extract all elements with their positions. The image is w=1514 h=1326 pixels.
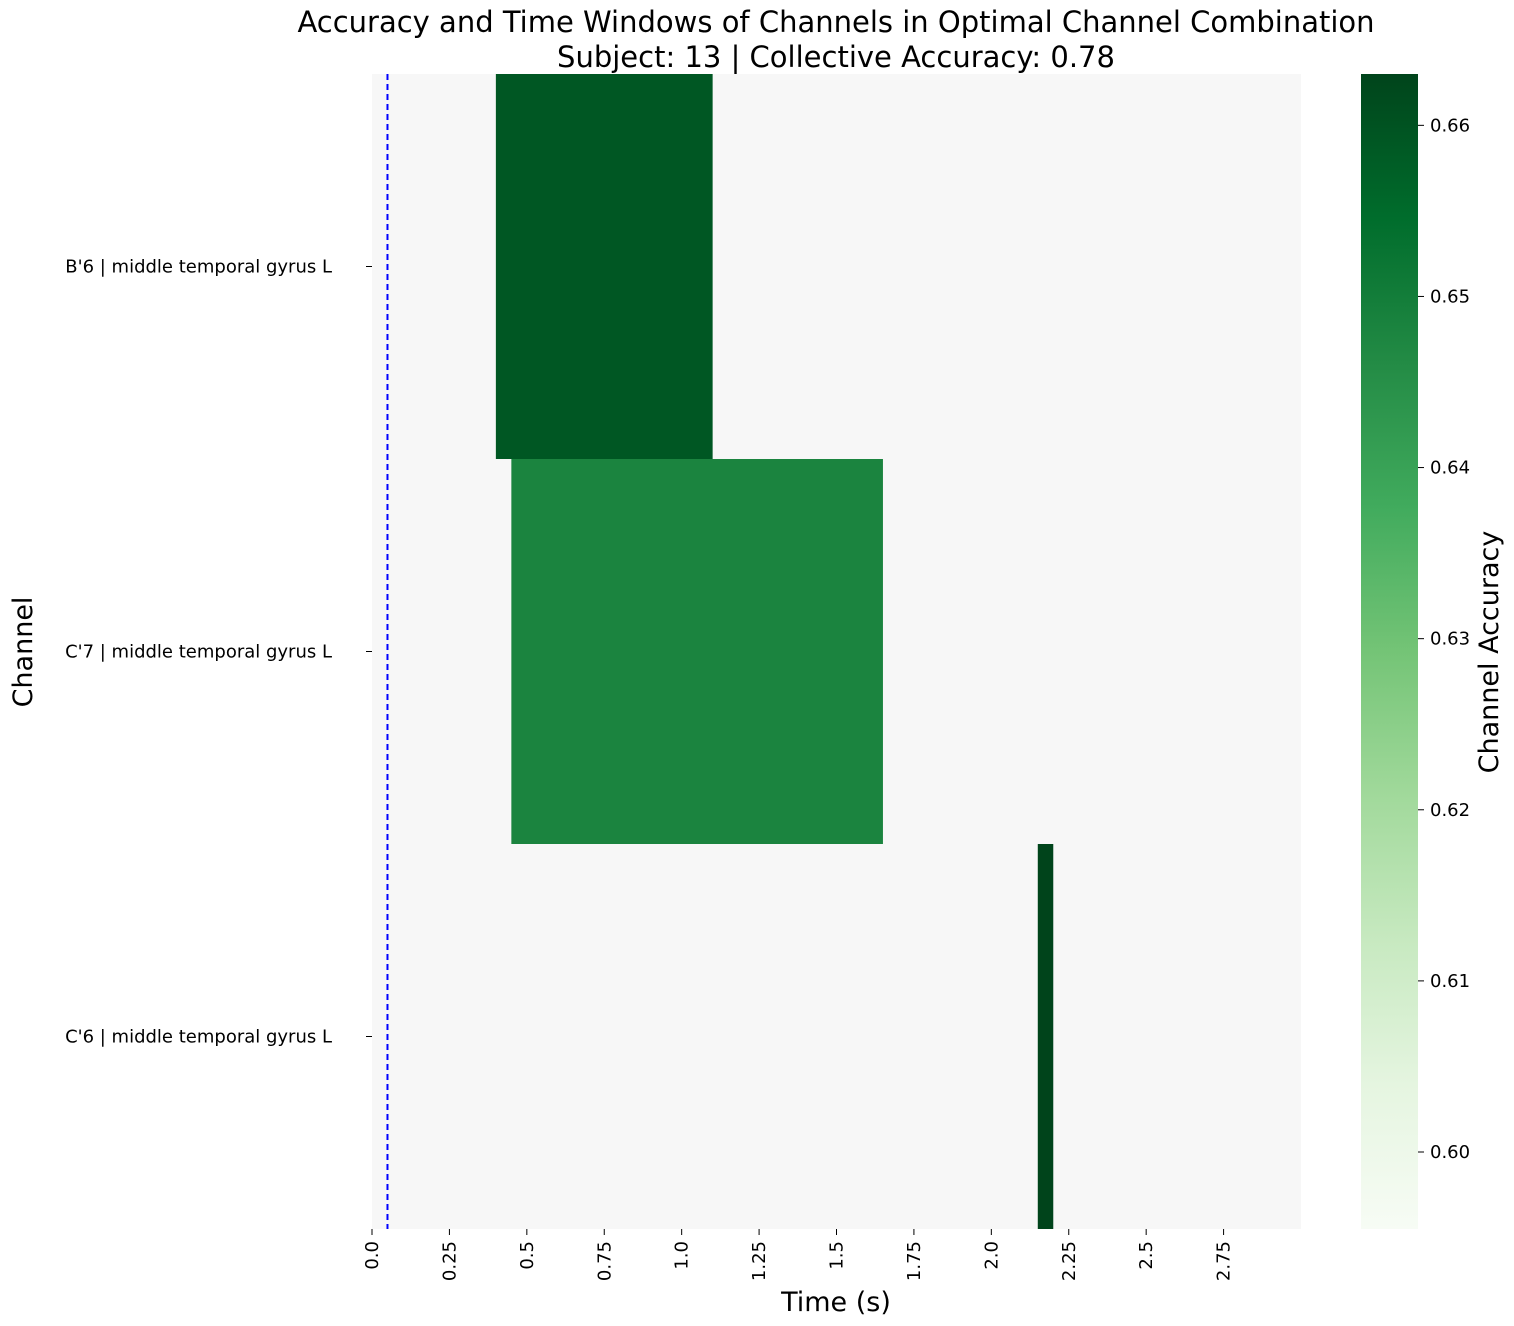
x-tick-label: 2.75 bbox=[1214, 1241, 1235, 1281]
x-axis-label: Time (s) bbox=[780, 1287, 891, 1318]
time-window-bar bbox=[495, 74, 713, 459]
colorbar-tick-label: 0.65 bbox=[1430, 286, 1470, 307]
x-axis: 0.0 0.25 0.5 0.75 1.0 1.25 1.5 1.75 2.0 2.25 2.5 2.… bbox=[362, 1229, 1235, 1281]
x-tick-label: 1.75 bbox=[904, 1241, 925, 1281]
x-tick-label: 1.25 bbox=[749, 1241, 770, 1281]
colorbar-label: Channel Accuracy bbox=[1474, 531, 1505, 774]
x-tick-label: 1.5 bbox=[827, 1241, 848, 1270]
chart-title: Accuracy and Time Windows of Channels in… bbox=[297, 5, 1374, 39]
colorbar-tick-label: 0.66 bbox=[1430, 115, 1470, 136]
colorbar-tick-label: 0.63 bbox=[1430, 629, 1470, 650]
y-tick-label: C'6 | middle temporal gyrus L bbox=[65, 1027, 332, 1048]
y-axis: B'6 | middle temporal gyrus L C'7 | middl… bbox=[65, 257, 372, 1048]
colorbar-tick-label: 0.62 bbox=[1430, 800, 1470, 821]
y-tick-label: B'6 | middle temporal gyrus L bbox=[65, 257, 332, 278]
colorbar-tick-label: 0.64 bbox=[1430, 458, 1470, 479]
y-axis-label: Channel bbox=[8, 597, 39, 708]
x-tick-label: 0.75 bbox=[594, 1241, 615, 1281]
x-tick-label: 0.5 bbox=[517, 1241, 538, 1270]
y-tick-label: C'7 | middle temporal gyrus L bbox=[65, 642, 332, 663]
x-tick-label: 0.0 bbox=[362, 1241, 383, 1270]
colorbar-tick-label: 0.60 bbox=[1430, 1142, 1470, 1163]
x-tick-label: 2.5 bbox=[1136, 1241, 1157, 1270]
x-tick-label: 1.0 bbox=[672, 1241, 693, 1270]
colorbar-tick-label: 0.61 bbox=[1430, 971, 1470, 992]
colorbar: 0.60 0.61 0.62 0.63 0.64 0.65 0.66 bbox=[1361, 74, 1470, 1229]
x-tick-label: 0.25 bbox=[439, 1241, 460, 1281]
x-tick-label: 2.0 bbox=[981, 1241, 1002, 1270]
colorbar-gradient bbox=[1361, 74, 1418, 1229]
time-window-bar bbox=[1037, 844, 1054, 1229]
chart-subtitle: Subject: 13 | Collective Accuracy: 0.78 bbox=[557, 40, 1115, 74]
plot-area bbox=[372, 74, 1301, 1229]
time-window-bar bbox=[511, 459, 883, 844]
x-tick-label: 2.25 bbox=[1059, 1241, 1080, 1281]
